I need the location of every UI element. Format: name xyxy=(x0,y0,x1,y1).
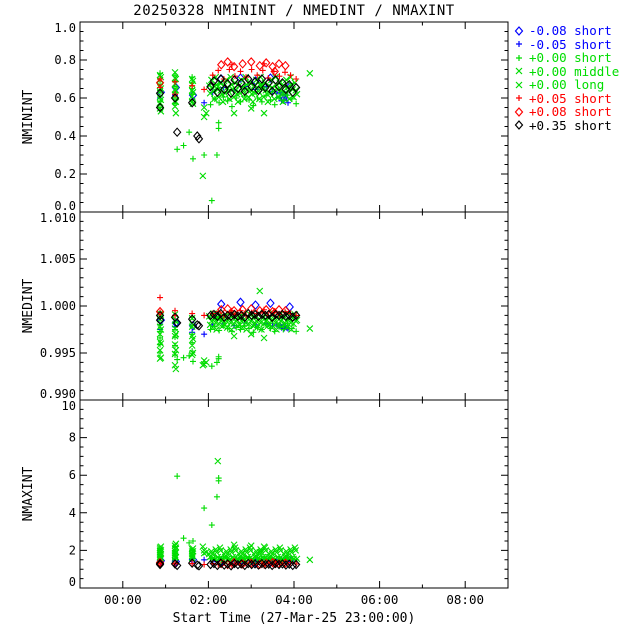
legend-label: +0.00 long xyxy=(529,77,605,93)
legend-label: +0.00 short xyxy=(529,50,612,66)
axis-text: 04:00 xyxy=(275,592,313,607)
axis-text: 0.4 xyxy=(54,129,76,143)
legend: -0.08 short -0.05 short +0.00 short +0.00 m… xyxy=(512,23,620,133)
axis-text: 1.005 xyxy=(40,252,76,266)
axis-text: 8 xyxy=(69,431,76,445)
legend-item: +0.00 long xyxy=(512,77,619,93)
axis-text: 2 xyxy=(69,543,76,557)
axis-text: 1.000 xyxy=(40,299,76,313)
axis-text: 0.8 xyxy=(54,53,76,67)
legend-item: +0.08 short xyxy=(512,104,619,120)
legend-item: +0.00 short xyxy=(512,50,619,66)
axis-text: 1.0 xyxy=(54,21,76,35)
legend-item: -0.08 short xyxy=(512,23,619,39)
plot-title: 20250328 NMININT / NMEDINT / NMAXINT xyxy=(133,3,455,19)
legend-diamond-icon xyxy=(514,25,524,36)
legend-diamond-icon xyxy=(514,106,524,117)
legend-x-icon xyxy=(515,67,523,75)
axis-text: 00:00 xyxy=(104,592,142,607)
legend-label: -0.05 short xyxy=(529,36,612,52)
panel-frame-nmaxint xyxy=(79,399,509,589)
legend-x-icon xyxy=(515,81,523,89)
legend-item: +0.35 short xyxy=(512,117,619,133)
series-points-7-nminint xyxy=(155,74,301,144)
axis-text: 4 xyxy=(69,506,76,520)
legend-plus-icon xyxy=(516,41,522,48)
axis-text: 08:00 xyxy=(446,592,484,607)
axis-text: 0.990 xyxy=(40,387,76,401)
axis-text: 0.995 xyxy=(40,346,76,360)
axis-text: 0 xyxy=(69,575,76,589)
x-axis-label: Start Time (27-Mar-25 23:00:00) xyxy=(173,611,416,626)
axis-text: 0.0 xyxy=(54,199,76,213)
legend-item: +0.05 short xyxy=(512,90,619,106)
y-axis-label-nminint: NMININT xyxy=(21,89,36,144)
legend-label: +0.00 middle xyxy=(529,63,620,79)
axis-text: 06:00 xyxy=(361,592,399,607)
axis-text: 10 xyxy=(62,399,76,413)
axis-text: 6 xyxy=(69,468,76,482)
panel-frame-nmedint xyxy=(79,211,509,401)
y-axis-label-nmedint: NMEDINT xyxy=(21,278,36,333)
y-axis-label-nmaxint: NMAXINT xyxy=(21,466,36,521)
series-points-7-nmaxint xyxy=(155,558,301,571)
legend-label: +0.35 short xyxy=(529,117,612,133)
legend-item: -0.05 short xyxy=(512,36,619,52)
legend-label: -0.08 short xyxy=(529,23,612,39)
legend-label: +0.08 short xyxy=(529,104,612,120)
axis-text: 1.010 xyxy=(40,211,76,225)
legend-plus-icon xyxy=(516,54,522,61)
series-points-7-nmedint xyxy=(155,308,301,331)
legend-label: +0.05 short xyxy=(529,90,612,106)
series-points-6-nminint xyxy=(155,57,290,88)
panel-frame-nminint xyxy=(79,21,509,213)
legend-diamond-icon xyxy=(514,120,524,131)
axis-text: 02:00 xyxy=(190,592,228,607)
axis-text: 0.2 xyxy=(54,167,76,181)
axis-text: 0.6 xyxy=(54,91,76,105)
legend-plus-icon xyxy=(516,95,522,102)
legend-item: +0.00 middle xyxy=(512,63,620,79)
